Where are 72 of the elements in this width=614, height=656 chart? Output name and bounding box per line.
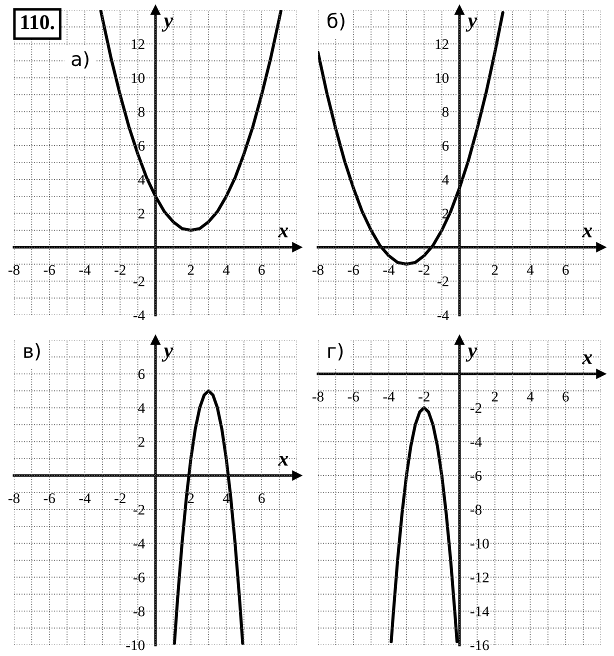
- y-axis-title: y: [162, 348, 174, 362]
- x-tick-label: -6: [348, 392, 360, 402]
- x-tick-label: 4: [222, 265, 230, 275]
- text: а): [72, 51, 88, 69]
- y-tick-label: -16: [470, 640, 489, 650]
- x-tick-label: -8: [8, 493, 20, 504]
- y-tick-label: -4: [133, 310, 145, 320]
- y-tick-label: -6: [133, 572, 145, 582]
- y-tick-label: 12: [436, 39, 448, 49]
- y-tick-label: -2: [437, 276, 448, 286]
- y-tick-label: -8: [470, 504, 482, 515]
- y-tick-label: 6: [138, 140, 145, 151]
- x-tick-label: 4: [526, 265, 534, 275]
- x-axis-title: x: [582, 228, 592, 238]
- y-tick-label: 12: [132, 39, 144, 49]
- x-tick-label: -8: [312, 392, 324, 402]
- y-tick-label: -6: [470, 470, 482, 481]
- y-tick-label: -14: [470, 606, 490, 616]
- y-tick-label: -2: [133, 276, 144, 286]
- x-tick-label: 2: [492, 265, 498, 275]
- y-tick-label: 4: [138, 403, 145, 413]
- y-tick-label: -10: [470, 538, 489, 549]
- chart-title: б): [328, 12, 344, 30]
- x-tick-label: -2: [114, 265, 126, 275]
- y-axis-title: y: [466, 18, 478, 32]
- x-tick-label: -6: [348, 265, 360, 275]
- chart-title: в): [24, 343, 40, 360]
- y-tick-label: 2: [138, 208, 144, 218]
- y-tick-label: 4: [442, 174, 449, 185]
- x-tick-label: -2: [418, 392, 430, 402]
- y-tick-label: -4: [470, 437, 482, 447]
- chart-title: г): [328, 343, 343, 360]
- y-tick-label: 10: [132, 73, 145, 83]
- y-tick-label: 6: [442, 140, 449, 151]
- x-tick-label: 2: [188, 265, 194, 275]
- x-tick-label: -2: [114, 493, 126, 504]
- x-tick-label: 4: [526, 392, 534, 402]
- y-tick-label: -10: [126, 640, 145, 650]
- x-tick-label: 6: [258, 493, 265, 504]
- x-tick-label: -4: [79, 265, 91, 275]
- x-tick-label: 6: [562, 392, 569, 402]
- y-tick-label: -2: [470, 403, 482, 413]
- x-tick-label: -4: [79, 493, 91, 504]
- y-tick-label: 8: [138, 107, 145, 117]
- x-tick-label: -6: [44, 493, 56, 504]
- x-tick-label: 4: [222, 493, 230, 504]
- y-tick-label: 2: [138, 437, 144, 447]
- y-tick-label: -2: [133, 504, 144, 515]
- x-tick-label: -2: [418, 265, 430, 275]
- x-tick-label: 2: [492, 392, 498, 402]
- x-tick-label: -4: [383, 392, 395, 402]
- y-tick-label: 8: [442, 107, 449, 117]
- x-tick-label: 6: [258, 265, 265, 275]
- x-tick-label: -4: [383, 265, 395, 275]
- x-tick-label: -8: [8, 265, 20, 275]
- y-tick-label: 10: [436, 73, 449, 83]
- x-tick-label: 2: [188, 493, 194, 504]
- y-axis-title: y: [162, 18, 174, 32]
- x-axis-title: x: [278, 228, 288, 238]
- y-tick-label: -8: [133, 606, 145, 616]
- x-tick-label: -6: [44, 265, 56, 275]
- y-tick-label: 6: [138, 369, 145, 380]
- x-axis-title: x: [278, 456, 288, 466]
- annotation: 110.: [21, 15, 54, 30]
- y-tick-label: 4: [138, 174, 145, 185]
- y-tick-label: -4: [133, 538, 145, 548]
- y-tick-label: -12: [470, 572, 489, 582]
- x-axis-title: x: [582, 354, 592, 364]
- x-tick-label: -8: [312, 265, 324, 275]
- y-tick-label: -4: [437, 310, 449, 320]
- x-tick-label: 6: [562, 265, 569, 275]
- y-axis-title: y: [466, 348, 478, 362]
